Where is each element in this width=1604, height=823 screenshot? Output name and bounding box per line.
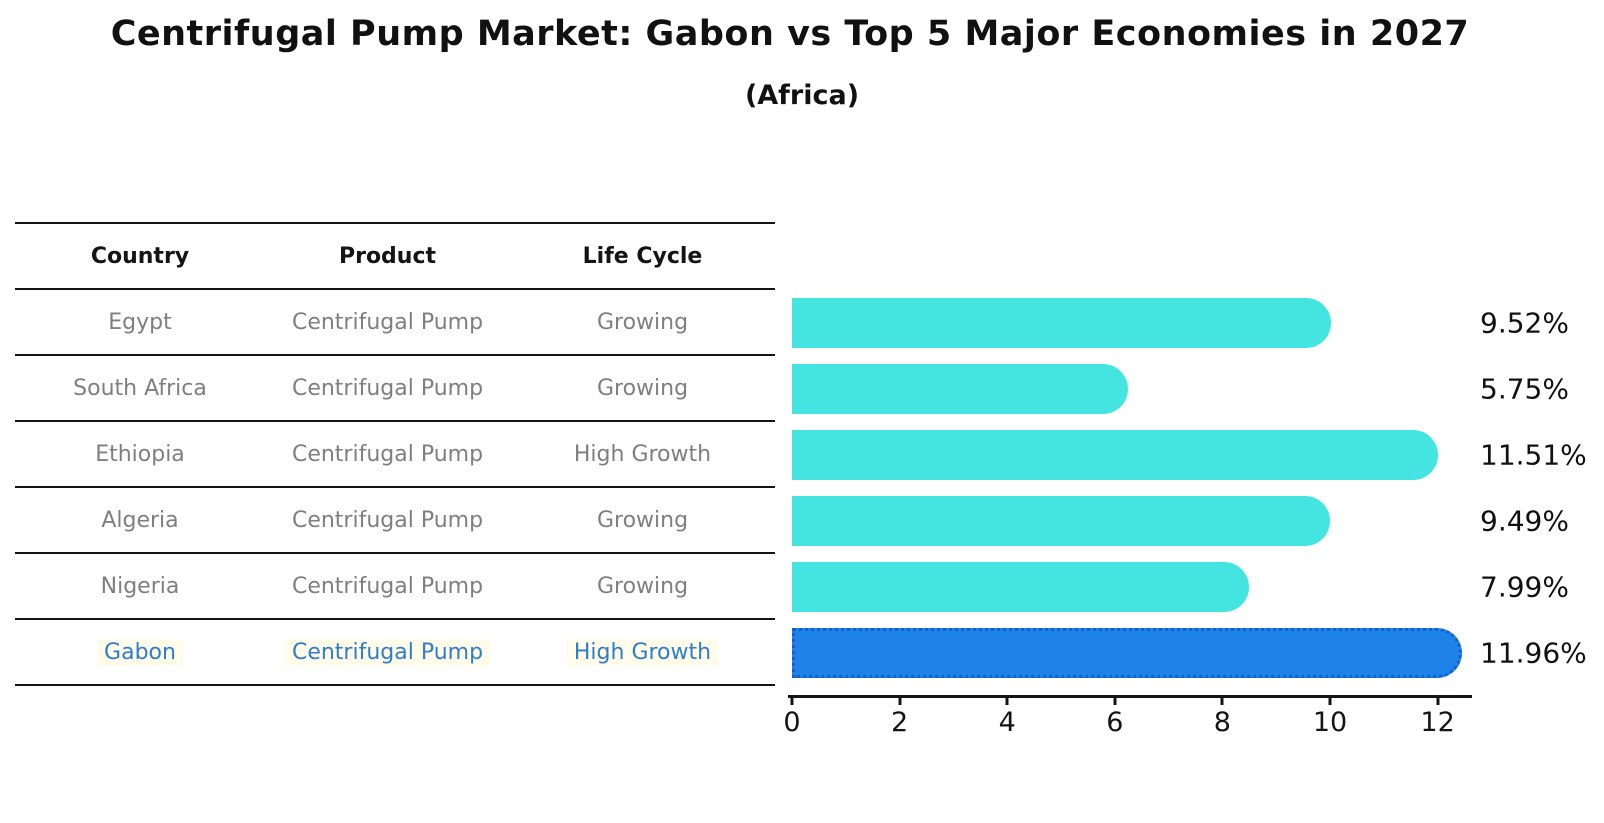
country-info-table: Country Product Life Cycle Egypt Centrif… xyxy=(15,222,775,686)
table-header-product: Product xyxy=(338,243,437,269)
cell-product: Centrifugal Pump xyxy=(291,573,484,599)
x-axis-tick-label: 2 xyxy=(891,707,909,738)
bar-value-label: 11.51% xyxy=(1480,438,1587,472)
bar-value-label: 11.96% xyxy=(1480,636,1587,670)
bar-algeria xyxy=(792,496,1330,546)
x-axis-tick-label: 4 xyxy=(998,707,1016,738)
x-axis-tick-label: 12 xyxy=(1420,707,1455,738)
bar-egypt xyxy=(792,298,1332,348)
bar-ethiopia xyxy=(792,430,1439,480)
page-subtitle: (Africa) xyxy=(744,80,860,111)
cell-product: Centrifugal Pump xyxy=(291,441,484,467)
table-header-country: Country xyxy=(90,243,190,269)
table-row-south-africa: South Africa Centrifugal Pump Growing xyxy=(15,356,775,422)
page-title: Centrifugal Pump Market: Gabon vs Top 5 … xyxy=(110,14,1470,54)
table-header-lifecycle: Life Cycle xyxy=(582,243,703,269)
bar-nigeria xyxy=(792,562,1249,612)
table-row-nigeria: Nigeria Centrifugal Pump Growing xyxy=(15,554,775,620)
table-row-ethiopia: Ethiopia Centrifugal Pump High Growth xyxy=(15,422,775,488)
table-row-algeria: Algeria Centrifugal Pump Growing xyxy=(15,488,775,554)
table-row-gabon-highlighted: Gabon Centrifugal Pump High Growth xyxy=(15,620,775,686)
x-axis-tick: 4 xyxy=(999,695,1016,738)
cell-product: Centrifugal Pump xyxy=(291,375,484,401)
cell-country: Egypt xyxy=(108,309,172,335)
bar-south-africa xyxy=(792,364,1129,414)
cell-country: Gabon xyxy=(15,638,265,666)
cell-lifecycle: Growing xyxy=(596,375,689,401)
table-header-row: Country Product Life Cycle xyxy=(15,222,775,290)
x-axis-tick: 10 xyxy=(1313,695,1347,738)
cell-lifecycle: Growing xyxy=(596,507,689,533)
cell-product: Centrifugal Pump xyxy=(291,507,484,533)
cell-country: Nigeria xyxy=(100,573,180,599)
cell-country: Ethiopia xyxy=(95,441,185,467)
x-axis-tick: 12 xyxy=(1420,695,1455,738)
table-row-egypt: Egypt Centrifugal Pump Growing xyxy=(15,290,775,356)
x-axis-tick-label: 8 xyxy=(1213,707,1231,738)
cell-country: South Africa xyxy=(73,375,207,401)
cell-lifecycle: Growing xyxy=(596,309,689,335)
x-axis-tick: 8 xyxy=(1214,695,1231,738)
cell-lifecycle: High Growth xyxy=(573,441,712,467)
x-axis-tick: 6 xyxy=(1106,695,1123,738)
bar-value-label: 5.75% xyxy=(1480,372,1569,406)
x-axis-line xyxy=(788,695,1472,698)
cell-product: Centrifugal Pump xyxy=(265,638,510,666)
x-axis-tick-label: 0 xyxy=(783,707,801,738)
cell-lifecycle: High Growth xyxy=(510,638,775,666)
x-axis-tick: 2 xyxy=(891,695,908,738)
x-axis-tick-label: 6 xyxy=(1106,707,1124,738)
bar-value-label: 9.52% xyxy=(1480,306,1569,340)
cell-lifecycle: Growing xyxy=(596,573,689,599)
bar-gabon-highlighted xyxy=(792,628,1463,678)
x-axis-tick-label: 10 xyxy=(1312,707,1348,738)
x-axis-tick: 0 xyxy=(783,695,801,738)
cell-country: Algeria xyxy=(101,507,179,533)
bar-value-label: 7.99% xyxy=(1480,570,1569,604)
cell-product: Centrifugal Pump xyxy=(291,309,484,335)
bar-value-label: 9.49% xyxy=(1480,504,1569,538)
